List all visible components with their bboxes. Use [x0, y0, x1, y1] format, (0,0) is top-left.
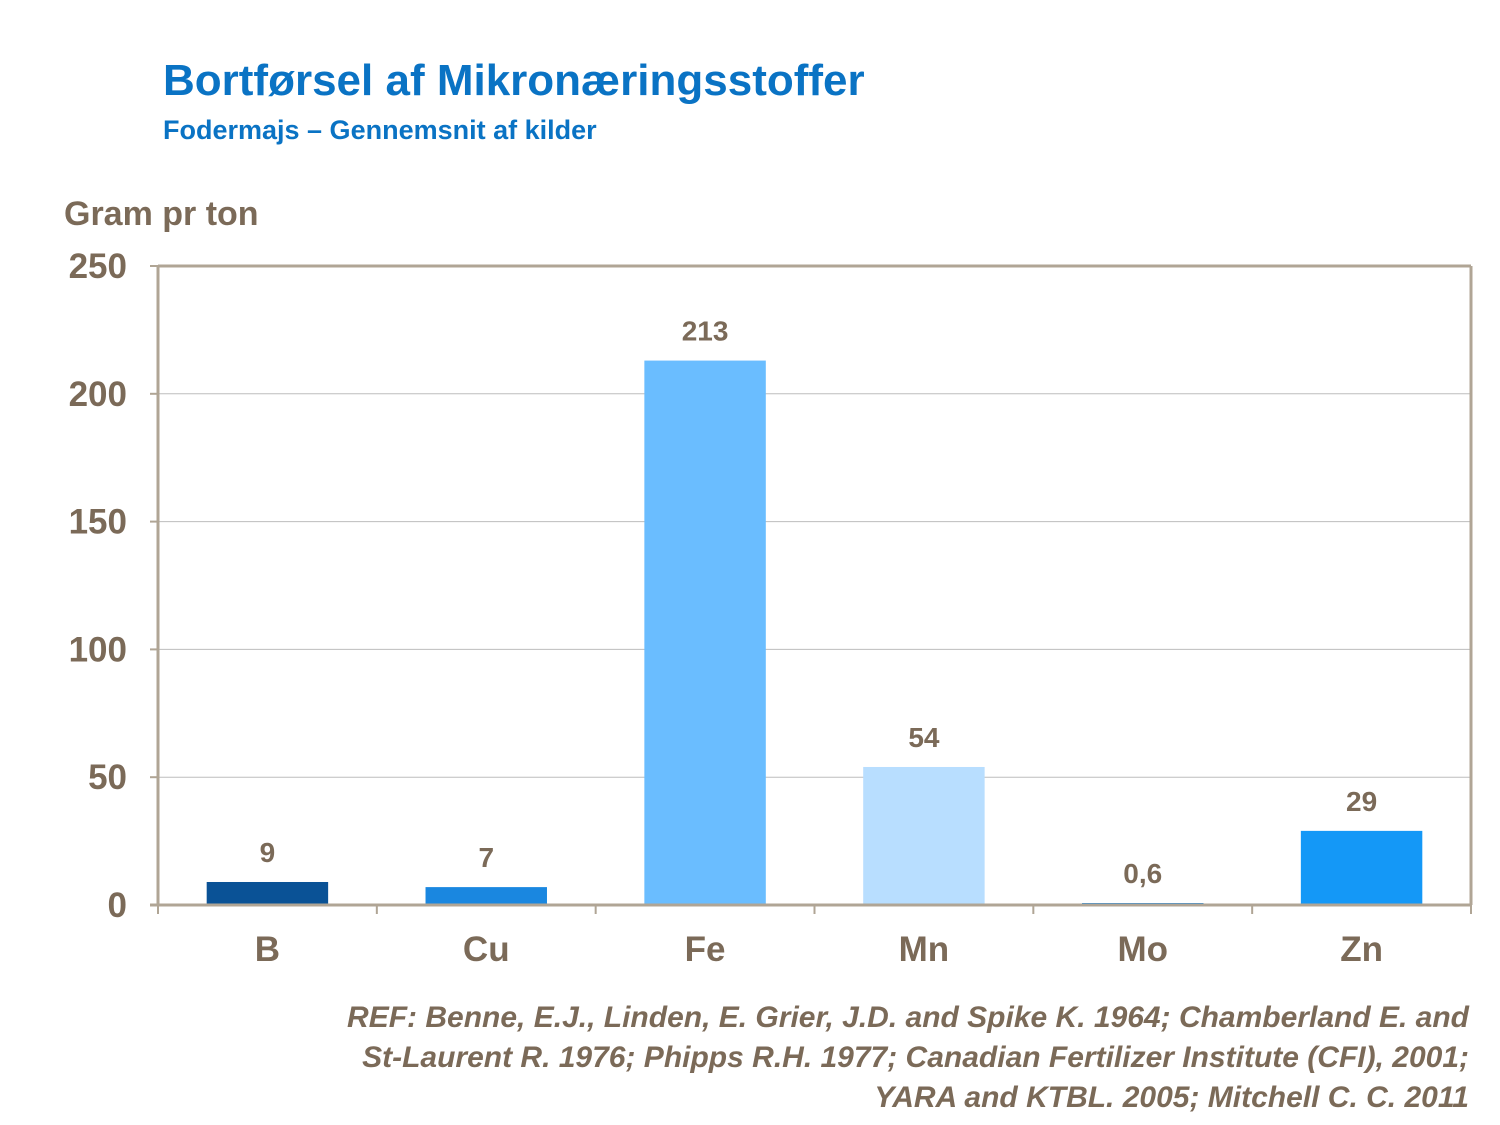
x-tick-label: Mo: [1117, 930, 1168, 969]
x-tick-label: Zn: [1340, 930, 1383, 969]
bar-zn: [1300, 830, 1423, 905]
bar-fe: [644, 360, 766, 905]
data-label: 7: [478, 842, 494, 873]
data-label: 213: [682, 316, 729, 347]
y-axis-label: Gram pr ton: [64, 195, 259, 233]
reference-note: REF: Benne, E.J., Linden, E. Grier, J.D.…: [169, 998, 1469, 1118]
bar-cu: [425, 887, 547, 905]
bar-b: [206, 881, 329, 905]
data-label: 29: [1346, 786, 1377, 817]
data-label: 0,6: [1123, 858, 1162, 889]
data-label: 9: [260, 837, 276, 868]
x-tick-label: Fe: [685, 930, 726, 969]
reference-line: St-Laurent R. 1976; Phipps R.H. 1977; Ca…: [362, 1041, 1469, 1074]
reference-line: YARA and KTBL. 2005; Mitchell C. C. 2011: [874, 1081, 1469, 1114]
bar-mn: [863, 766, 985, 905]
y-tick-label: 200: [69, 375, 127, 414]
reference-line: REF: Benne, E.J., Linden, E. Grier, J.D.…: [347, 1001, 1469, 1034]
y-tick-label: 0: [108, 886, 127, 925]
y-tick-label: 250: [69, 247, 127, 286]
chart-subtitle: Fodermajs – Gennemsnit af kilder: [163, 115, 597, 145]
data-label: 54: [908, 722, 940, 753]
chart-title: Bortførsel af Mikronæringsstoffer: [163, 56, 865, 105]
bar-chart: 9 B 7 Cu 213 Fe 54 Mn 0,6 Mo 29 Zn 0 50 100 150 200 250: [69, 247, 1473, 969]
y-tick-label: 100: [69, 630, 127, 669]
x-tick-label: B: [255, 930, 280, 969]
y-tick-label: 150: [69, 503, 127, 542]
x-tick-label: Cu: [463, 930, 510, 969]
y-tick-label: 50: [88, 758, 127, 797]
x-tick-label: Mn: [899, 930, 950, 969]
